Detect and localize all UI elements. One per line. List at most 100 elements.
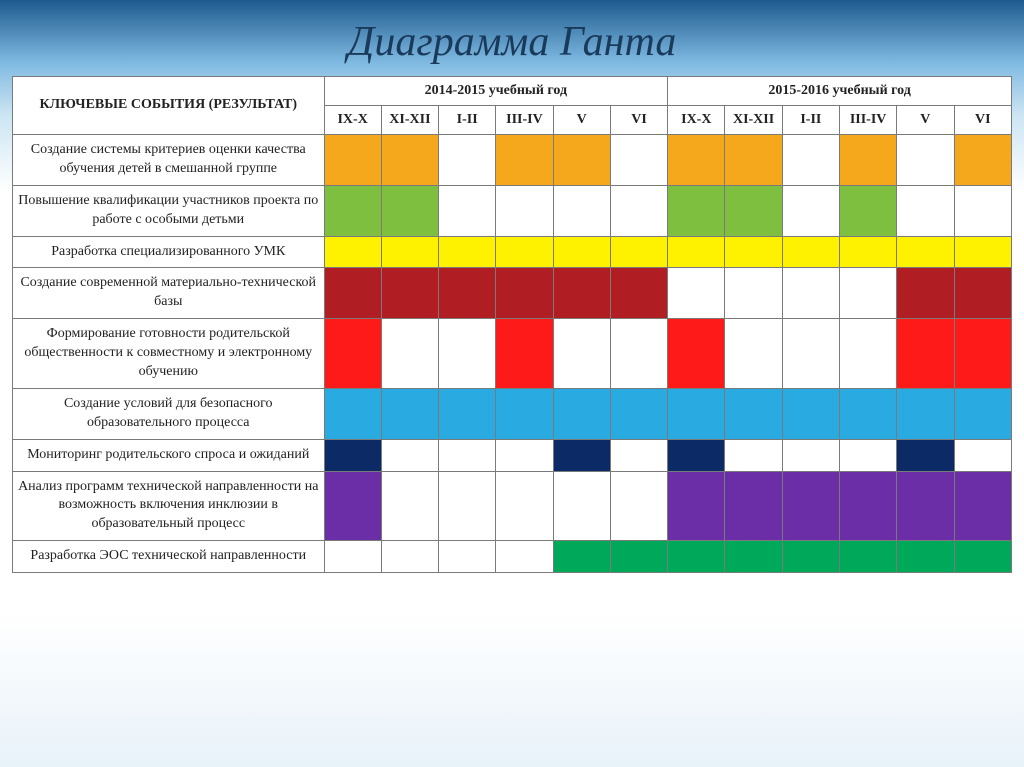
gantt-cell bbox=[897, 471, 954, 541]
gantt-cell bbox=[610, 268, 667, 319]
gantt-cell bbox=[324, 439, 381, 471]
gantt-cell bbox=[324, 541, 381, 573]
gantt-cell bbox=[610, 541, 667, 573]
table-row: Анализ программ технической направленнос… bbox=[13, 471, 1012, 541]
gantt-cell bbox=[439, 439, 496, 471]
gantt-cell bbox=[381, 319, 438, 389]
gantt-cell bbox=[782, 319, 839, 389]
gantt-cell bbox=[553, 185, 610, 236]
gantt-cell bbox=[381, 236, 438, 268]
gantt-cell bbox=[839, 439, 896, 471]
gantt-cell bbox=[496, 185, 553, 236]
gantt-cell bbox=[668, 471, 725, 541]
gantt-cell bbox=[954, 185, 1012, 236]
gantt-cell bbox=[839, 236, 896, 268]
year-group-0: 2014-2015 учебный год bbox=[324, 77, 668, 106]
month-header: IX-X bbox=[668, 106, 725, 135]
gantt-cell bbox=[668, 439, 725, 471]
gantt-cell bbox=[897, 388, 954, 439]
row-label: Анализ программ технической направленнос… bbox=[13, 471, 325, 541]
gantt-cell bbox=[954, 471, 1012, 541]
gantt-cell bbox=[954, 236, 1012, 268]
gantt-cell bbox=[725, 541, 782, 573]
gantt-cell bbox=[782, 236, 839, 268]
gantt-cell bbox=[553, 439, 610, 471]
gantt-cell bbox=[782, 541, 839, 573]
gantt-cell bbox=[439, 268, 496, 319]
gantt-cell bbox=[725, 135, 782, 186]
gantt-cell bbox=[439, 135, 496, 186]
table-row: Создание условий для безопасного образов… bbox=[13, 388, 1012, 439]
gantt-cell bbox=[381, 185, 438, 236]
gantt-cell bbox=[782, 388, 839, 439]
gantt-cell bbox=[954, 319, 1012, 389]
gantt-cell bbox=[553, 268, 610, 319]
table-row: Создание современной материально-техниче… bbox=[13, 268, 1012, 319]
gantt-cell bbox=[381, 268, 438, 319]
gantt-cell bbox=[954, 439, 1012, 471]
month-header: V bbox=[897, 106, 954, 135]
gantt-cell bbox=[839, 185, 896, 236]
gantt-cell bbox=[610, 388, 667, 439]
gantt-cell bbox=[839, 541, 896, 573]
gantt-cell bbox=[782, 268, 839, 319]
gantt-cell bbox=[553, 541, 610, 573]
row-label: Мониторинг родительского спроса и ожидан… bbox=[13, 439, 325, 471]
gantt-cell bbox=[782, 135, 839, 186]
gantt-cell bbox=[610, 439, 667, 471]
gantt-cell bbox=[782, 185, 839, 236]
gantt-cell bbox=[668, 319, 725, 389]
row-label: Формирование готовности родительской общ… bbox=[13, 319, 325, 389]
gantt-cell bbox=[496, 388, 553, 439]
gantt-cell bbox=[725, 471, 782, 541]
gantt-cell bbox=[324, 268, 381, 319]
header-row-years: КЛЮЧЕВЫЕ СОБЫТИЯ (РЕЗУЛЬТАТ) 2014-2015 у… bbox=[13, 77, 1012, 106]
gantt-cell bbox=[897, 268, 954, 319]
row-label: Создание системы критериев оценки качест… bbox=[13, 135, 325, 186]
month-header: I-II bbox=[782, 106, 839, 135]
events-header: КЛЮЧЕВЫЕ СОБЫТИЯ (РЕЗУЛЬТАТ) bbox=[13, 77, 325, 135]
gantt-cell bbox=[553, 319, 610, 389]
gantt-cell bbox=[439, 541, 496, 573]
month-header: I-II bbox=[439, 106, 496, 135]
gantt-cell bbox=[381, 541, 438, 573]
gantt-cell bbox=[782, 471, 839, 541]
gantt-cell bbox=[725, 268, 782, 319]
gantt-cell bbox=[553, 236, 610, 268]
gantt-cell bbox=[496, 268, 553, 319]
year-group-1: 2015-2016 учебный год bbox=[668, 77, 1012, 106]
month-header: XI-XII bbox=[381, 106, 438, 135]
gantt-cell bbox=[668, 236, 725, 268]
gantt-cell bbox=[897, 319, 954, 389]
row-label: Повышение квалификации участников проект… bbox=[13, 185, 325, 236]
table-row: Формирование готовности родительской общ… bbox=[13, 319, 1012, 389]
gantt-cell bbox=[496, 236, 553, 268]
gantt-cell bbox=[725, 388, 782, 439]
gantt-cell bbox=[839, 471, 896, 541]
gantt-cell bbox=[897, 541, 954, 573]
gantt-cell bbox=[725, 319, 782, 389]
table-row: Мониторинг родительского спроса и ожидан… bbox=[13, 439, 1012, 471]
gantt-cell bbox=[439, 185, 496, 236]
gantt-body: Создание системы критериев оценки качест… bbox=[13, 135, 1012, 573]
gantt-cell bbox=[668, 185, 725, 236]
gantt-cell bbox=[839, 388, 896, 439]
month-header: VI bbox=[610, 106, 667, 135]
gantt-cell bbox=[496, 319, 553, 389]
gantt-cell bbox=[381, 439, 438, 471]
gantt-cell bbox=[381, 471, 438, 541]
gantt-cell bbox=[496, 135, 553, 186]
gantt-cell bbox=[610, 236, 667, 268]
row-label: Создание современной материально-техниче… bbox=[13, 268, 325, 319]
gantt-table: КЛЮЧЕВЫЕ СОБЫТИЯ (РЕЗУЛЬТАТ) 2014-2015 у… bbox=[12, 76, 1012, 573]
gantt-cell bbox=[839, 268, 896, 319]
gantt-cell bbox=[897, 439, 954, 471]
table-row: Повышение квалификации участников проект… bbox=[13, 185, 1012, 236]
table-row: Создание системы критериев оценки качест… bbox=[13, 135, 1012, 186]
gantt-cell bbox=[725, 185, 782, 236]
gantt-cell bbox=[954, 541, 1012, 573]
gantt-cell bbox=[839, 319, 896, 389]
gantt-cell bbox=[782, 439, 839, 471]
gantt-cell bbox=[610, 471, 667, 541]
gantt-cell bbox=[324, 471, 381, 541]
